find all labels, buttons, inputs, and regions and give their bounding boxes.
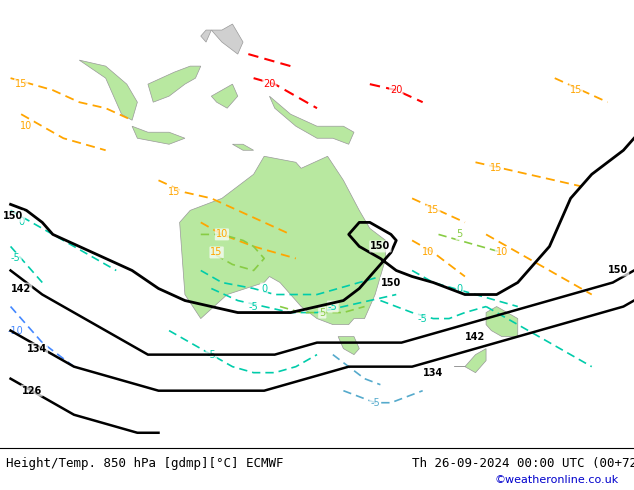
Text: 150: 150: [608, 266, 628, 275]
Text: ©weatheronline.co.uk: ©weatheronline.co.uk: [495, 475, 619, 485]
Text: -5: -5: [11, 253, 21, 264]
Text: 134: 134: [27, 343, 47, 354]
Text: 10: 10: [496, 247, 508, 257]
Polygon shape: [233, 144, 254, 150]
Text: 142: 142: [11, 284, 31, 294]
Text: 15: 15: [570, 85, 582, 95]
Polygon shape: [132, 126, 185, 144]
Text: 0: 0: [18, 218, 24, 227]
Text: -5: -5: [328, 301, 338, 312]
Polygon shape: [79, 60, 138, 120]
Text: -5: -5: [418, 314, 427, 323]
Text: 0: 0: [456, 284, 463, 294]
Polygon shape: [201, 30, 211, 42]
Text: 15: 15: [210, 247, 223, 257]
Text: 20: 20: [390, 85, 403, 95]
Text: -5: -5: [207, 350, 216, 360]
Text: 150: 150: [381, 277, 401, 288]
Polygon shape: [179, 156, 385, 324]
Text: 15: 15: [168, 187, 181, 197]
Text: 5: 5: [456, 229, 463, 240]
Polygon shape: [269, 96, 354, 144]
Text: Height/Temp. 850 hPa [gdmp][°C] ECMWF: Height/Temp. 850 hPa [gdmp][°C] ECMWF: [6, 457, 284, 470]
Text: 15: 15: [15, 79, 27, 89]
Text: 15: 15: [427, 205, 439, 216]
Bar: [0, 445, 634, 469]
Polygon shape: [148, 66, 201, 102]
Polygon shape: [455, 348, 486, 373]
Text: Th 26-09-2024 00:00 UTC (00+72): Th 26-09-2024 00:00 UTC (00+72): [412, 457, 634, 470]
Text: -5: -5: [370, 398, 380, 408]
Text: 15: 15: [491, 163, 503, 173]
Text: 150: 150: [3, 211, 23, 221]
Text: 0: 0: [261, 284, 267, 294]
Text: -10: -10: [8, 325, 23, 336]
Polygon shape: [338, 337, 359, 355]
Text: 20: 20: [263, 79, 276, 89]
Polygon shape: [486, 307, 518, 337]
Polygon shape: [211, 24, 243, 54]
Text: 10: 10: [216, 229, 228, 240]
Text: 10: 10: [422, 247, 434, 257]
Polygon shape: [211, 84, 238, 108]
Text: 10: 10: [20, 121, 32, 131]
Text: 142: 142: [465, 332, 486, 342]
Text: 126: 126: [22, 386, 42, 396]
Text: 134: 134: [423, 368, 443, 378]
Text: 150: 150: [370, 242, 391, 251]
Text: 5: 5: [319, 308, 325, 318]
Text: -5: -5: [249, 301, 259, 312]
